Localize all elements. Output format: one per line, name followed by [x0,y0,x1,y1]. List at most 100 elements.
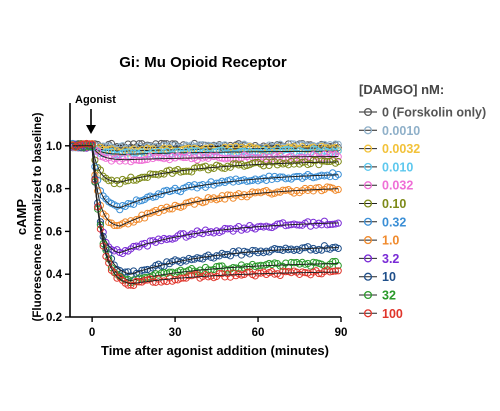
fit-line [72,145,339,227]
fit-line [72,145,339,209]
data-point [237,271,246,279]
series-100 [69,139,342,290]
data-point [82,139,91,148]
x-tick-label: 90 [335,327,348,339]
x-axis-label: Time after agonist addition (minutes) [101,343,329,358]
data-point [179,167,187,176]
data-point [80,140,88,148]
data-point [207,152,215,160]
data-point [279,186,287,194]
data-point [221,155,229,163]
data-point [331,267,340,275]
fit-line [72,145,339,155]
legend-label: 32 [382,289,396,303]
legend-marker [363,126,373,135]
data-point [326,150,334,158]
data-point [127,281,135,289]
data-point [298,268,306,276]
data-point [135,156,143,165]
fit-line [72,145,339,285]
legend-item: 0.10 [359,197,406,211]
legend-marker [363,290,373,300]
legend-item: 0.0032 [359,142,420,156]
y-tick-label: 0.2 [46,312,62,324]
data-point [215,270,223,278]
fit-line [72,145,339,161]
data-point [121,268,129,276]
data-point [141,266,149,274]
data-point [77,140,85,148]
data-point [312,184,320,192]
data-point [105,259,113,267]
data-point [182,167,190,175]
data-point [138,156,146,164]
legend-marker [363,199,373,208]
data-point [118,149,127,157]
legend-marker [363,162,373,171]
data-point [331,186,340,194]
legend-marker [363,144,373,153]
legend-item: 0.32 [359,215,406,229]
data-point [309,156,317,165]
data-point [282,268,290,276]
data-point [323,245,331,253]
legend-item: 1.0 [359,234,399,248]
data-point [218,154,226,162]
legend-item: 0.010 [359,160,413,174]
data-point [279,267,287,275]
data-point [146,170,154,178]
data-point [318,157,326,165]
data-point [157,269,165,277]
data-point [329,258,337,266]
legend-item: 3.2 [359,252,399,266]
y-tick-label: 0.4 [46,269,63,281]
data-point [254,269,262,277]
agonist-label: Agonist [75,94,116,106]
legend-label: 3.2 [382,252,399,266]
legend-label: 0.10 [382,197,406,211]
y-axis: 0.2 0.4 0.6 0.8 1.0 [46,103,71,324]
data-point [127,200,135,208]
legend-label: 0.0010 [382,124,420,138]
data-point [177,230,185,238]
data-point [185,272,193,280]
data-point [124,281,132,289]
data-point [85,140,93,148]
y-tick-label: 1.0 [46,141,62,153]
data-point [177,168,185,176]
legend-label: 0.0032 [382,142,420,156]
data-point [251,189,259,197]
data-point [190,271,199,279]
data-point [215,262,223,270]
plot-area [69,139,342,290]
data-point [309,258,317,266]
legend-marker [363,217,373,226]
data-point [334,185,342,194]
agonist-annotation: Agonist [75,94,116,134]
data-point [160,277,168,285]
data-point [212,262,221,271]
data-point [334,244,342,253]
legend-label: 100 [382,307,403,321]
data-point [102,212,110,220]
data-point [248,148,257,157]
data-point [273,245,281,253]
data-point [229,160,237,168]
y-tick-label: 0.6 [46,226,62,238]
legend-label: 1.0 [382,234,399,248]
legend-marker [363,181,373,190]
legend-title: [DAMGO] nM: [359,82,444,97]
data-point [315,245,323,254]
x-tick-label: 60 [252,327,265,339]
data-point [320,172,329,180]
legend-item: 32 [359,289,396,303]
legend-marker [363,254,373,263]
legend-label: 10 [382,270,396,284]
fit-line [72,145,339,254]
data-point [268,158,276,166]
data-point [105,218,113,226]
y-axis-label: cAMP [14,199,29,235]
data-point [141,156,149,164]
data-point [138,266,146,274]
